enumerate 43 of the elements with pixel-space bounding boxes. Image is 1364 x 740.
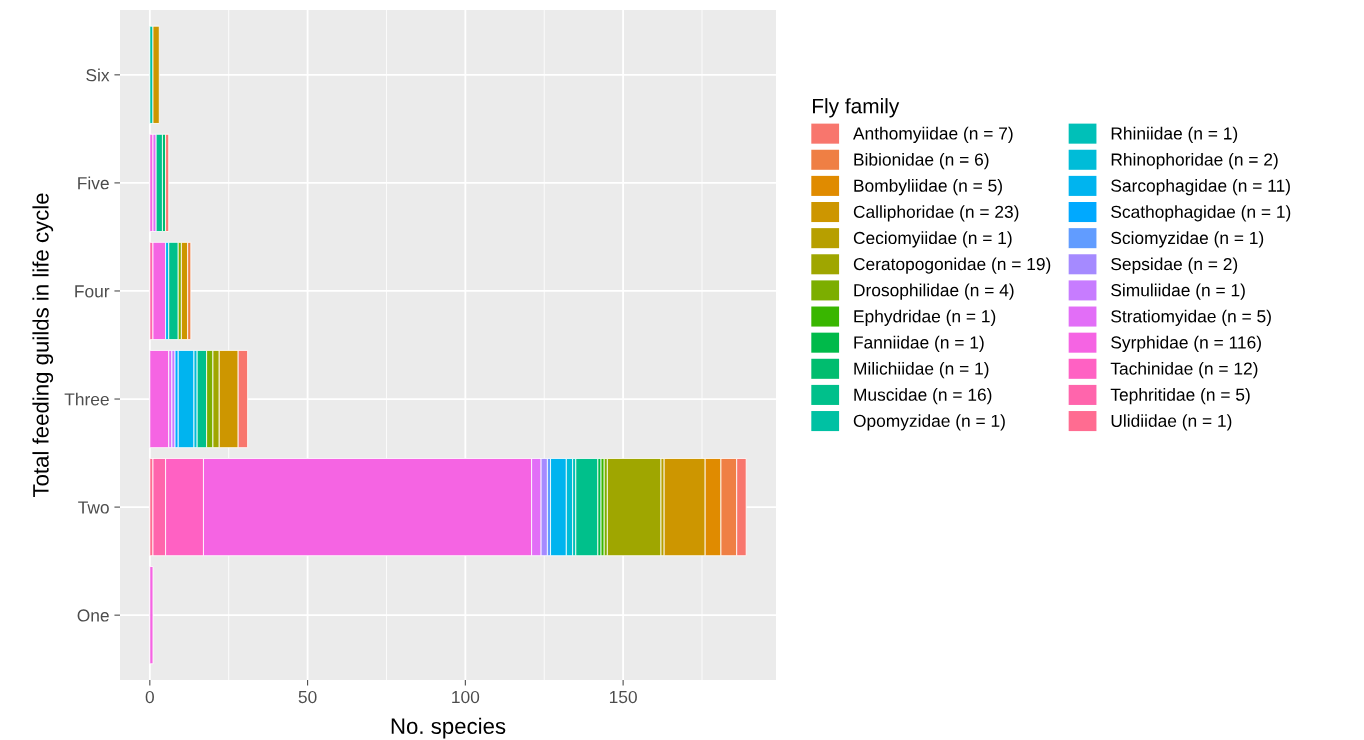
bar bbox=[152, 241, 167, 341]
legend-label: Ephydridae (n = 1) bbox=[854, 309, 996, 326]
y-tick-label: Five bbox=[78, 176, 109, 190]
legend-label: Opomyzidae (n = 1) bbox=[853, 414, 1005, 431]
legend-label: Drosophilidae (n = 4) bbox=[854, 283, 1014, 300]
x-tick-label: 0 bbox=[145, 690, 154, 704]
x-tick-label: 50 bbox=[298, 690, 317, 704]
legend-label: Bibionidae (n = 6) bbox=[854, 152, 989, 170]
legend-label: Sciomyzidae (n = 1) bbox=[1111, 231, 1264, 248]
legend-label: Muscidae (n = 16) bbox=[854, 388, 992, 405]
legend-label: Milichiidae (n = 1) bbox=[854, 361, 989, 379]
bar bbox=[575, 458, 599, 557]
legend-title: Fly family bbox=[813, 98, 900, 118]
legend-label: Tachinidae (n = 12) bbox=[1110, 361, 1258, 379]
legend-label: Simuliidae (n = 1) bbox=[1111, 283, 1245, 300]
legend-label: Ceciomyiidae (n = 1) bbox=[853, 231, 1012, 248]
x-tick-label: 100 bbox=[452, 690, 480, 704]
legend-label: Calliphoridae (n = 23) bbox=[853, 205, 1019, 222]
y-tick-label: One bbox=[77, 609, 109, 622]
legend-label: Sepsidae (n = 2) bbox=[1111, 257, 1238, 274]
legend-label: Stratiomyidae (n = 5) bbox=[1111, 309, 1271, 326]
x-axis-title: No. species bbox=[391, 717, 506, 739]
y-tick-label: Six bbox=[86, 68, 110, 82]
legend-label: Ceratopogonidae (n = 19) bbox=[853, 257, 1051, 274]
y-tick-label: Three bbox=[64, 392, 109, 406]
legend-label: Scathophagidae (n = 1) bbox=[1111, 205, 1291, 222]
bar bbox=[177, 349, 195, 449]
legend-label: Sarcophagidae (n = 11) bbox=[1111, 179, 1290, 196]
legend-label: Anthomyiidae (n = 7) bbox=[853, 126, 1013, 144]
legend-label: Ulidiidae (n = 1) bbox=[1111, 414, 1232, 431]
bar bbox=[196, 349, 208, 449]
legend-label: Rhinophoridae (n = 2) bbox=[1111, 152, 1278, 170]
x-tick-label: 150 bbox=[609, 690, 637, 704]
legend-label: Fanniidae (n = 1) bbox=[854, 335, 984, 353]
bar bbox=[155, 133, 163, 232]
bar bbox=[168, 241, 179, 341]
y-tick-label: Two bbox=[78, 501, 109, 514]
legend-label: Rhiniidae (n = 1) bbox=[1111, 126, 1238, 144]
legend-label: Bombyliidae (n = 5) bbox=[854, 179, 1002, 196]
legend-label: Tephritidae (n = 5) bbox=[1110, 388, 1250, 405]
y-axis-title: Total feeding guilds in life cycle bbox=[32, 193, 54, 498]
y-tick-label: Four bbox=[75, 285, 110, 298]
legend-label: Syrphidae (n = 116) bbox=[1111, 335, 1261, 353]
